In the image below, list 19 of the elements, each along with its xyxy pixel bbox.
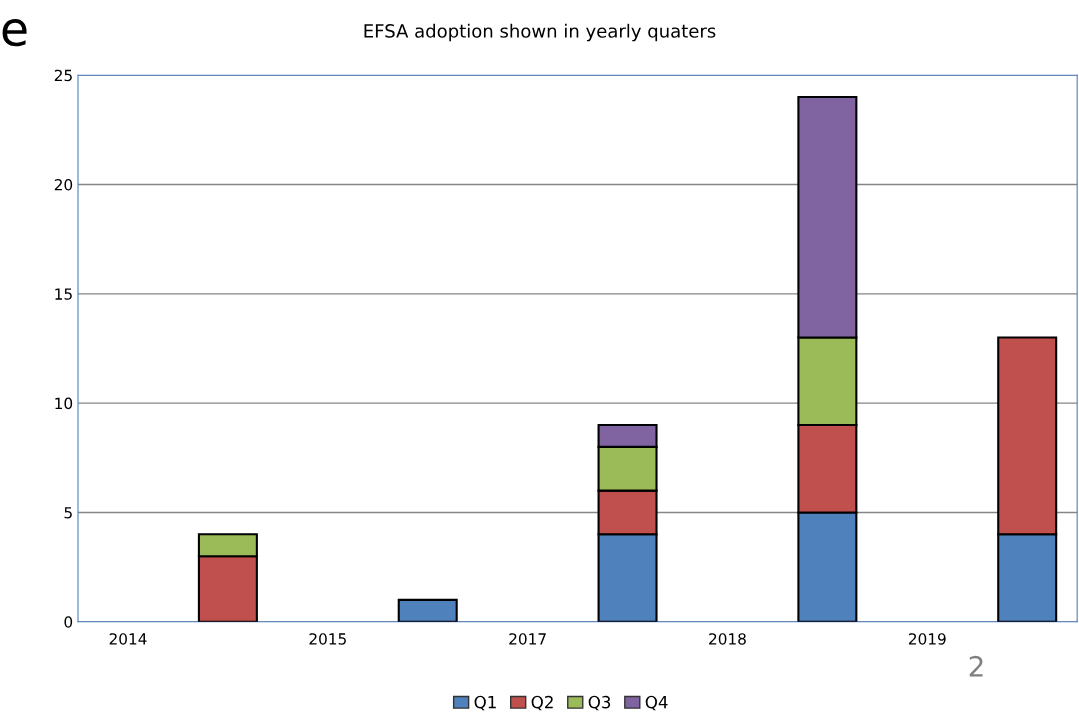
bar [397, 598, 458, 622]
y-tick-label: 10 [55, 397, 73, 410]
y-tick-label: 5 [64, 507, 72, 519]
legend-label: Q2 [531, 695, 553, 711]
legend-label: Q3 [588, 695, 611, 711]
x-tick-label: 2017 [509, 633, 546, 645]
text: e [2, 19, 27, 47]
legend-label: Q4 [645, 695, 668, 711]
y-tick-label: 0 [64, 616, 73, 628]
y-tick-label: 25 [54, 69, 72, 82]
text: 2 [969, 655, 983, 677]
x-tick-label: 2015 [309, 633, 346, 645]
x-tick-label: 2018 [709, 633, 746, 645]
y-tick-label: 15 [55, 288, 72, 300]
chart-title: EFSA adoption shown in yearly quaters [364, 23, 716, 42]
y-tick-label: 20 [54, 178, 73, 191]
x-tick-label: 2019 [908, 633, 946, 645]
legend-label: Q1 [474, 695, 496, 711]
x-tick-label: 2014 [109, 633, 147, 645]
